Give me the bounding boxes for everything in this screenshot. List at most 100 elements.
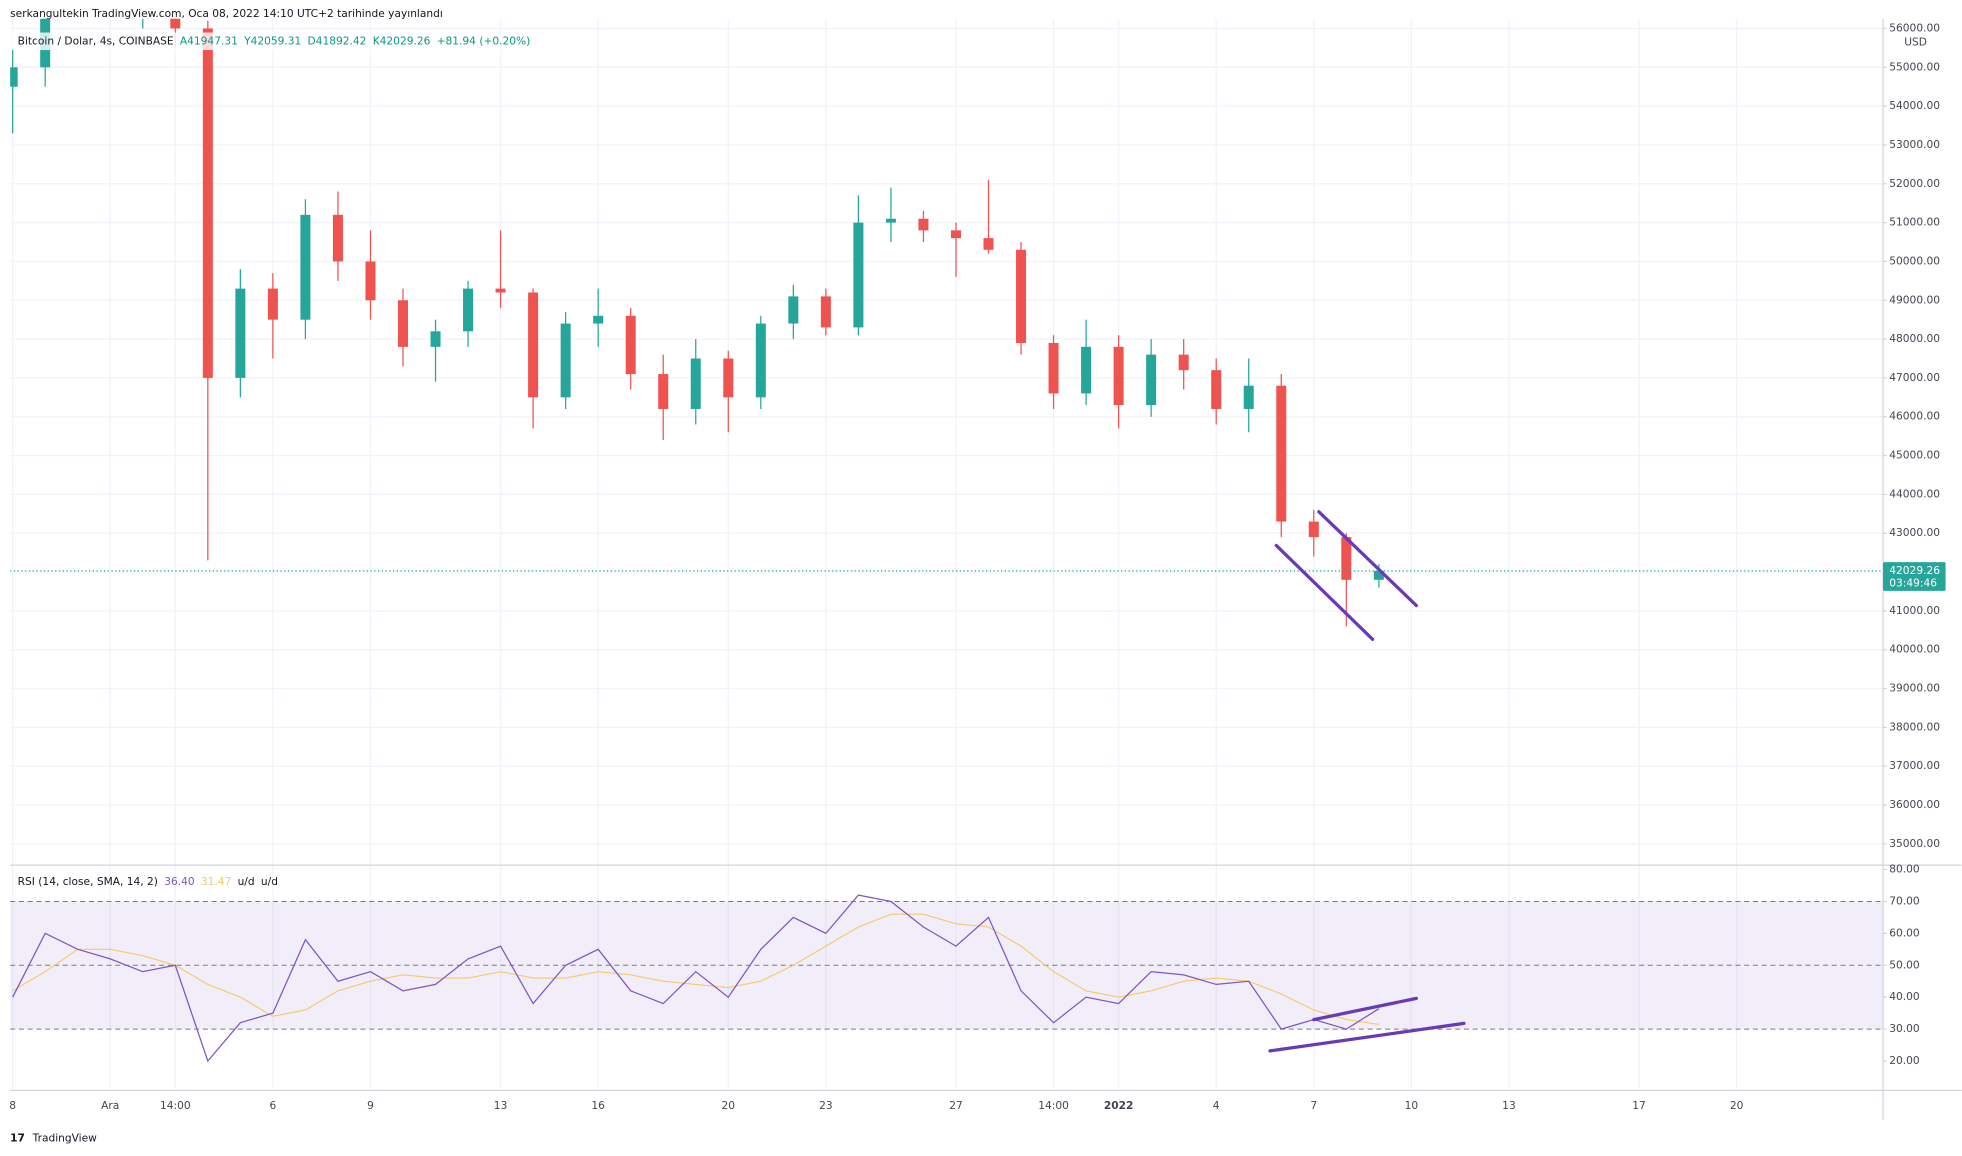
candle-body bbox=[1016, 249, 1027, 343]
candle-body bbox=[463, 288, 474, 332]
y-tick-label: 37000.00 bbox=[1889, 759, 1940, 772]
candle-body bbox=[528, 292, 539, 398]
candle-body bbox=[1308, 521, 1319, 538]
rsi-y-tick-label: 70.00 bbox=[1889, 894, 1920, 907]
candle-body bbox=[983, 238, 994, 250]
trend-line bbox=[1268, 1021, 1466, 1053]
x-tick-label: 13 bbox=[494, 1099, 508, 1112]
rsi-sma-line bbox=[12, 913, 1379, 1025]
candle-body bbox=[1341, 537, 1352, 580]
rsi-line bbox=[12, 894, 1380, 1063]
x-tick-label: 10 bbox=[1405, 1099, 1419, 1112]
candle-body bbox=[853, 222, 864, 328]
candle-body bbox=[820, 296, 831, 328]
x-tick-label: 17 bbox=[1632, 1099, 1646, 1112]
candle-body bbox=[267, 288, 278, 320]
candle-body bbox=[365, 261, 376, 301]
y-tick-label: 55000.00 bbox=[1889, 60, 1940, 73]
candle-body bbox=[300, 214, 311, 320]
last-price-badge bbox=[1883, 562, 1946, 591]
rsi-y-tick-label: 80.00 bbox=[1889, 863, 1920, 876]
rsi-y-tick-label: 30.00 bbox=[1889, 1022, 1920, 1035]
trend-line bbox=[1312, 996, 1419, 1022]
ohlc-value: K42029.26 bbox=[373, 34, 431, 47]
trend-line bbox=[1274, 543, 1375, 641]
y-tick-label: 52000.00 bbox=[1889, 177, 1940, 190]
candle-body bbox=[723, 358, 734, 398]
x-tick-label: 9 bbox=[367, 1099, 374, 1112]
candle-body bbox=[885, 218, 896, 223]
ohlc-value: D41892.42 bbox=[308, 34, 367, 47]
currency: USD bbox=[1904, 36, 1927, 49]
candle-body bbox=[1211, 370, 1222, 409]
y-tick-label: 43000.00 bbox=[1889, 526, 1940, 539]
x-tick-label: 14:00 bbox=[1038, 1099, 1069, 1112]
candle-body bbox=[658, 374, 669, 409]
y-tick-label: 40000.00 bbox=[1889, 643, 1940, 656]
rsi-extra: u/d bbox=[261, 875, 278, 888]
candle-body bbox=[625, 315, 636, 375]
candle-body bbox=[1178, 354, 1189, 371]
x-tick-label: 4 bbox=[1213, 1099, 1220, 1112]
logo-mark: 𝟭𝟳 bbox=[10, 1131, 25, 1144]
candle-body bbox=[560, 323, 571, 398]
candle-body bbox=[202, 28, 213, 378]
rsi-pane bbox=[10, 894, 1884, 1063]
legend: Bitcoin / Dolar, 4s, COINBASE A41947.31 Y4… bbox=[10, 32, 531, 888]
y-tick-label: 53000.00 bbox=[1889, 138, 1940, 151]
x-tick-label: 20 bbox=[1730, 1099, 1744, 1112]
x-tick-label: 16 bbox=[591, 1099, 605, 1112]
y-tick-label: 41000.00 bbox=[1889, 604, 1940, 617]
rsi-title: RSI (14, close, SMA, 14, 2) bbox=[18, 875, 158, 888]
rsi-y-tick-label: 40.00 bbox=[1889, 990, 1920, 1003]
legend-bg bbox=[10, 32, 524, 51]
drawings bbox=[1268, 510, 1466, 1053]
candle-body bbox=[170, 18, 181, 29]
x-tick-label: 8 bbox=[9, 1099, 16, 1112]
candle-body bbox=[495, 288, 506, 293]
publish-header: serkangultekin TradingView.com, Oca 08, … bbox=[10, 7, 443, 20]
y-tick-label: 49000.00 bbox=[1889, 293, 1940, 306]
candle-body bbox=[1081, 346, 1092, 394]
candle-body bbox=[690, 358, 701, 409]
ohlc-value: Y42059.31 bbox=[243, 34, 301, 47]
y-tick-label: 48000.00 bbox=[1889, 332, 1940, 345]
y-tick-label: 35000.00 bbox=[1889, 837, 1940, 850]
y-tick-label: 44000.00 bbox=[1889, 487, 1940, 500]
footer-brand: TradingView bbox=[32, 1131, 98, 1144]
candle-body bbox=[788, 296, 799, 324]
y-tick-label: 51000.00 bbox=[1889, 216, 1940, 229]
candle-body bbox=[1243, 385, 1254, 409]
x-tick-label: 27 bbox=[949, 1099, 963, 1112]
candle-body bbox=[593, 315, 604, 324]
y-tick-label: 56000.00 bbox=[1889, 21, 1940, 34]
x-tick-label: 2022 bbox=[1104, 1099, 1134, 1112]
candle-body bbox=[950, 230, 961, 239]
rsi-legend: RSI (14, close, SMA, 14, 2) 36.40 31.47 u/d… bbox=[18, 875, 278, 888]
candle-body bbox=[755, 323, 766, 398]
candle-body bbox=[10, 67, 18, 87]
rsi-extra: u/d bbox=[238, 875, 255, 888]
candle-body bbox=[430, 331, 441, 347]
y-tick-label: 47000.00 bbox=[1889, 371, 1940, 384]
grid bbox=[10, 18, 1884, 1089]
axes: 8 Ara 14:00 6 9 13 16 20 23 27 14:00 2022 4 7 10 13 17 20… bbox=[9, 18, 1962, 1120]
y-tick-label: 39000.00 bbox=[1889, 682, 1940, 695]
y-tick-label: 46000.00 bbox=[1889, 410, 1940, 423]
change-value: +81.94 (+0.20%) bbox=[437, 34, 531, 47]
trend-line bbox=[1317, 510, 1419, 608]
footer: 𝟭𝟳 TradingView bbox=[10, 1131, 97, 1144]
x-tick-label: Ara bbox=[101, 1099, 119, 1112]
x-tick-label: 7 bbox=[1310, 1099, 1317, 1112]
candle-body bbox=[235, 288, 246, 378]
candle-body bbox=[1113, 346, 1124, 406]
candle-body bbox=[332, 214, 343, 262]
symbol-title: Bitcoin / Dolar, 4s, COINBASE bbox=[18, 34, 174, 47]
x-tick-label: 14:00 bbox=[160, 1099, 191, 1112]
x-tick-label: 6 bbox=[270, 1099, 277, 1112]
x-tick-label: 13 bbox=[1502, 1099, 1516, 1112]
y-tick-label: 38000.00 bbox=[1889, 720, 1940, 733]
candle-body bbox=[1276, 385, 1287, 522]
y-tick-label: 45000.00 bbox=[1889, 449, 1940, 462]
